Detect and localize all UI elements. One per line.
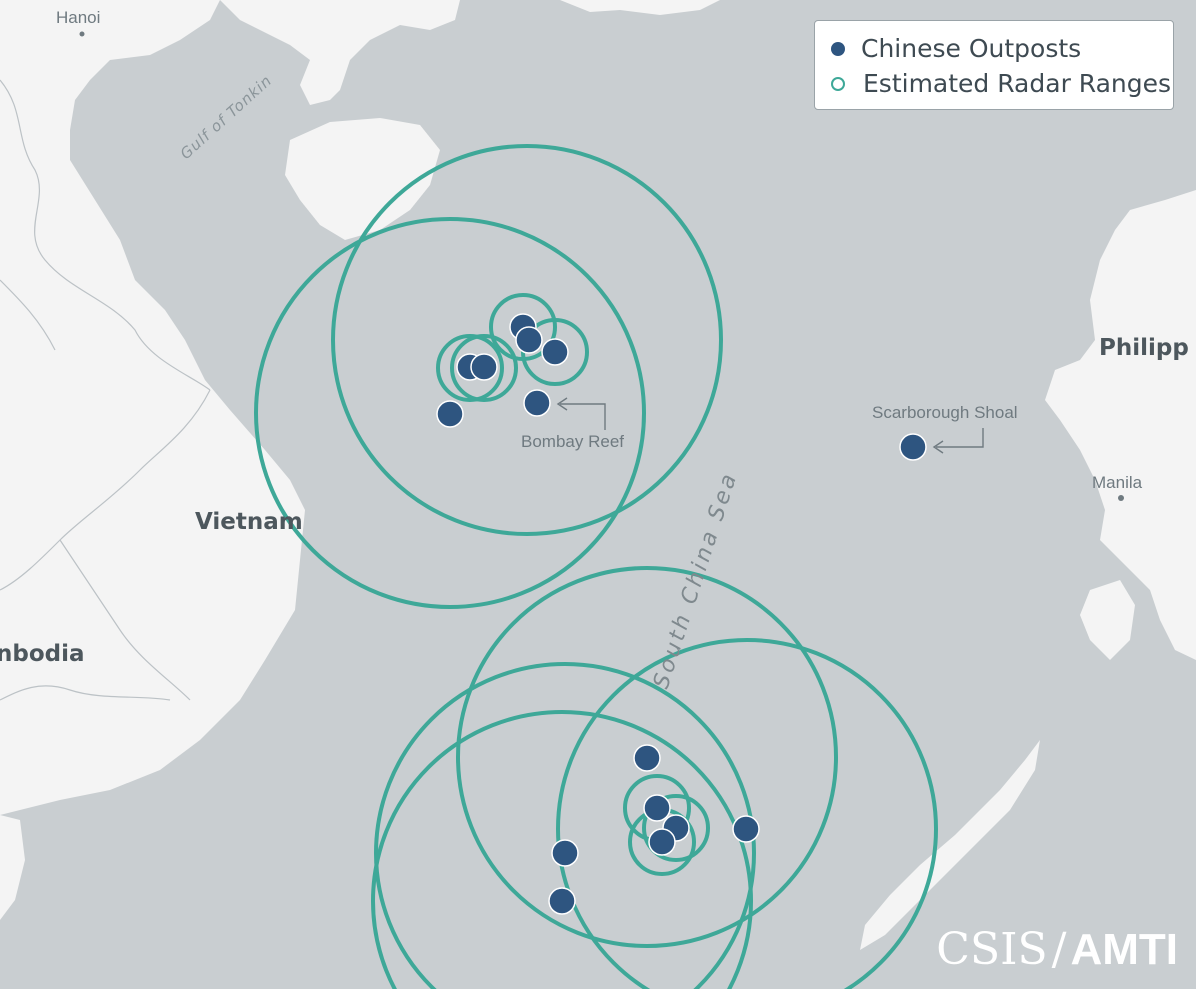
scarborough-arrow <box>936 428 984 448</box>
philippines-label: Philipp <box>1099 335 1189 361</box>
radar-ring <box>556 638 938 989</box>
radar-ranges <box>254 144 938 989</box>
legend-label: Chinese Outposts <box>861 34 1082 63</box>
country-borders <box>0 79 211 701</box>
radar-ring <box>642 794 710 862</box>
bombay-reef-marker[interactable] <box>523 389 551 417</box>
outpost-marker[interactable] <box>643 794 671 822</box>
radar-ring <box>374 662 756 989</box>
scarborough-arrowhead <box>932 440 944 454</box>
outpost-marker[interactable] <box>633 744 661 772</box>
chinese-outposts <box>436 313 927 915</box>
manila-city-dot <box>1118 495 1124 501</box>
radar-ring <box>331 144 723 536</box>
south-vietnam-tip <box>0 815 25 920</box>
radar-ring <box>371 710 753 989</box>
annotation-arrows <box>556 397 984 454</box>
outpost-marker[interactable] <box>732 815 760 843</box>
radar-ring <box>254 217 646 609</box>
bombay-reef-label: Bombay Reef <box>521 432 624 451</box>
ring-icon <box>831 76 845 91</box>
map-legend: Chinese Outposts Estimated Radar Ranges <box>814 20 1174 110</box>
hanoi-city-dot <box>79 31 85 37</box>
scarborough-shoal-label: Scarborough Shoal <box>872 403 1018 422</box>
outpost-marker[interactable] <box>648 828 676 856</box>
palawan-island <box>860 740 1040 950</box>
hanoi-label: Hanoi <box>56 8 100 27</box>
outpost-marker[interactable] <box>436 400 464 428</box>
china-coast-landmass <box>220 0 460 105</box>
scarborough-shoal-marker[interactable] <box>899 433 927 461</box>
mindoro-island <box>1080 580 1135 660</box>
legend-label: Estimated Radar Ranges <box>863 69 1172 98</box>
csis-amti-logo: CSIS / AMTI <box>936 924 1178 975</box>
hainan-island <box>285 118 440 240</box>
mainland-landmass <box>0 0 305 815</box>
filled-dot-icon <box>831 41 845 56</box>
bombay-reef-arrowhead <box>556 397 568 411</box>
outpost-marker[interactable] <box>470 353 498 381</box>
brand-slash: / <box>1051 924 1067 975</box>
brand-amti: AMTI <box>1070 925 1178 974</box>
outpost-marker[interactable] <box>551 839 579 867</box>
outpost-marker[interactable] <box>515 326 543 354</box>
radar-ring <box>456 566 838 948</box>
brand-csis: CSIS <box>936 924 1048 975</box>
legend-item-outposts: Chinese Outposts <box>831 31 1157 66</box>
radar-ring <box>450 334 518 402</box>
luzon-island <box>1045 190 1196 660</box>
legend-item-radar: Estimated Radar Ranges <box>831 66 1171 101</box>
manila-label: Manila <box>1092 473 1143 492</box>
outpost-marker[interactable] <box>541 338 569 366</box>
outpost-marker[interactable] <box>548 887 576 915</box>
radar-ring <box>436 334 504 402</box>
vietnam-label: Vietnam <box>195 509 303 535</box>
china-coast-east-landmass <box>560 0 720 15</box>
bombay-reef-arrow <box>560 403 606 430</box>
cambodia-label: nbodia <box>0 641 85 667</box>
